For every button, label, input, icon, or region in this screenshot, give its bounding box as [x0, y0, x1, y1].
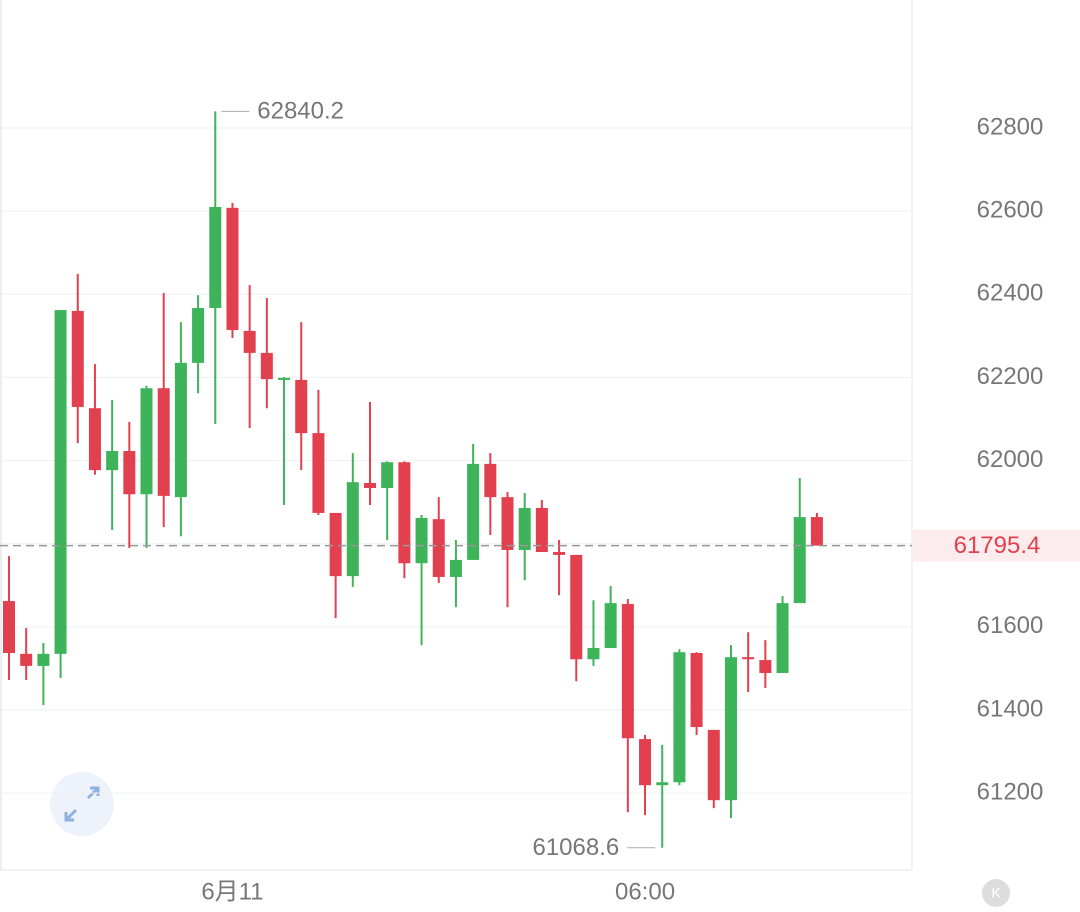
- candle-body: [810, 517, 823, 546]
- logo-bg: [982, 879, 1010, 907]
- candle-body: [174, 362, 187, 498]
- expand-button[interactable]: [50, 772, 114, 836]
- last-price-label: 61795.4: [954, 532, 1041, 559]
- candle-body: [432, 519, 445, 577]
- candle-body: [123, 451, 136, 495]
- candle-body: [243, 330, 256, 353]
- candle-body: [621, 603, 634, 739]
- candle-body: [467, 463, 480, 560]
- candle-body: [157, 388, 170, 496]
- min-label: 61068.6: [532, 834, 619, 861]
- candle-body: [570, 554, 583, 660]
- y-tick-label: 62400: [977, 280, 1044, 307]
- candle-body: [742, 657, 755, 660]
- candle-body: [518, 507, 531, 550]
- candle-body: [776, 603, 789, 673]
- candle-body: [278, 377, 291, 380]
- logo: K: [991, 885, 1001, 901]
- candle-body: [140, 388, 153, 495]
- y-tick-label: 61600: [977, 612, 1044, 639]
- candle-body: [759, 660, 772, 673]
- candle-body: [346, 482, 359, 577]
- candle-body: [415, 517, 428, 564]
- y-tick-label: 62600: [977, 197, 1044, 224]
- candle-body: [587, 648, 600, 660]
- candle-body: [226, 207, 239, 331]
- candle-body: [106, 451, 119, 471]
- candle-body: [501, 497, 514, 550]
- candle-body: [656, 782, 669, 786]
- candle-body: [639, 739, 652, 786]
- x-tick-label: 06:00: [615, 878, 675, 905]
- candle-body: [553, 552, 566, 555]
- candle-body: [793, 517, 806, 604]
- candle-body: [535, 507, 548, 553]
- candle-body: [295, 379, 308, 434]
- candle-body: [484, 463, 497, 498]
- y-tick-label: 61400: [977, 695, 1044, 722]
- y-tick-label: 62000: [977, 446, 1044, 473]
- y-tick-label: 62800: [977, 113, 1044, 140]
- candle-body: [312, 433, 325, 513]
- candle-body: [381, 462, 394, 488]
- candle-body: [71, 310, 84, 407]
- candle-body: [3, 601, 15, 654]
- candle-body: [707, 729, 720, 801]
- candle-body: [37, 653, 50, 666]
- candle-body: [449, 559, 462, 577]
- candle-body: [54, 310, 67, 654]
- x-tick-label: 6月11: [201, 878, 263, 905]
- candle-body: [673, 652, 686, 783]
- candle-body: [724, 657, 737, 801]
- candle-body: [690, 653, 703, 728]
- expand-bg[interactable]: [50, 772, 114, 836]
- y-tick-label: 62200: [977, 363, 1044, 390]
- max-label: 62840.2: [257, 98, 344, 125]
- candle-body: [20, 653, 33, 666]
- last-price-bg: [913, 529, 1080, 562]
- candle-body: [192, 308, 205, 363]
- candle-body: [398, 462, 411, 564]
- candle-body: [260, 352, 273, 380]
- candle-body: [88, 408, 101, 471]
- candle-body: [329, 512, 342, 577]
- y-tick-label: 61200: [977, 778, 1044, 805]
- candle-body: [363, 483, 376, 488]
- candle-body: [209, 207, 222, 309]
- candle-body: [604, 603, 617, 649]
